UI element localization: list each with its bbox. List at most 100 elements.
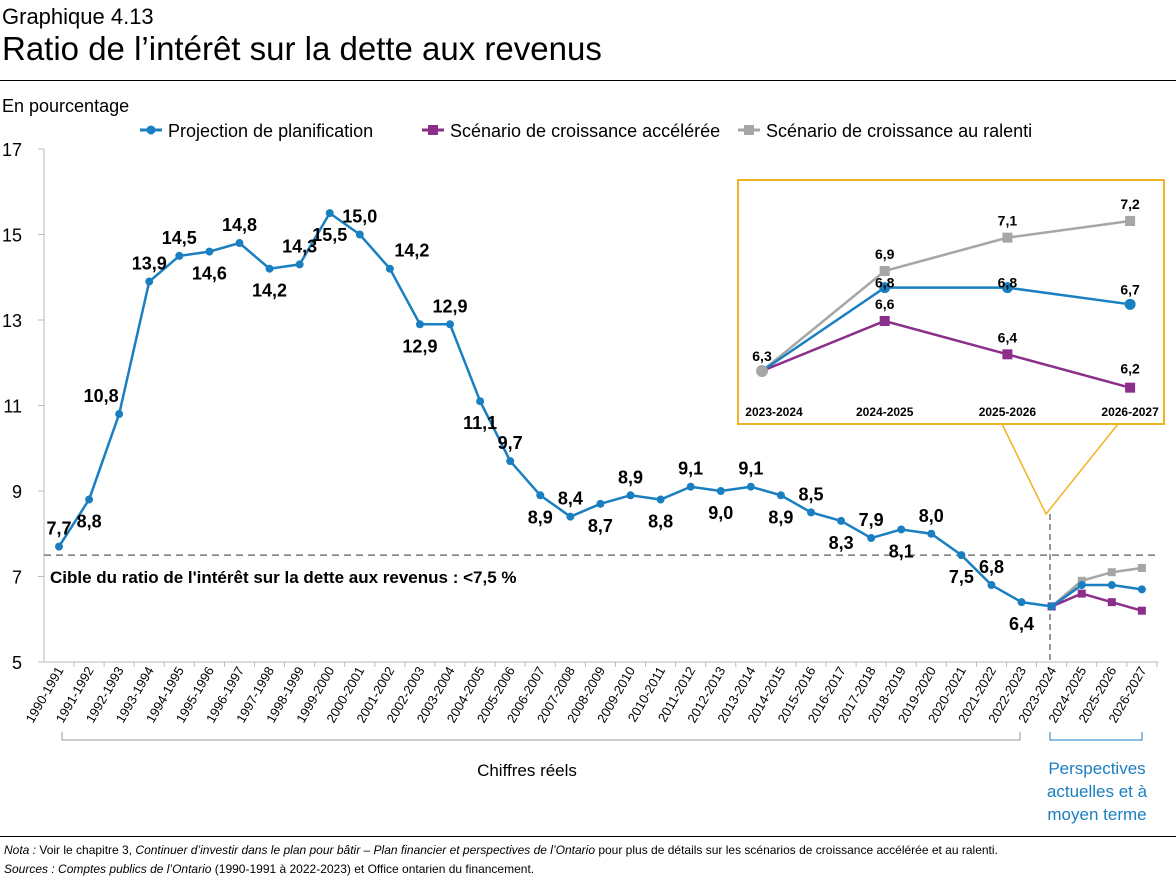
series-line	[1050, 566, 1143, 608]
data-point	[235, 239, 244, 248]
data-label: 14,6	[192, 264, 227, 284]
inset-data-label: 7,2	[1120, 196, 1140, 212]
data-point	[1107, 581, 1116, 590]
legend-marker	[744, 125, 754, 135]
data-point	[265, 264, 274, 273]
data-label: 8,1	[889, 541, 914, 561]
y-axis-label: En pourcentage	[2, 96, 129, 116]
inset-data-label: 6,8	[875, 275, 895, 291]
data-label: 14,2	[394, 241, 429, 261]
data-label: 9,1	[738, 459, 763, 479]
data-label: 12,9	[402, 336, 437, 356]
inset-x-label: 2026-2027	[1101, 405, 1159, 419]
inset-data-label: 6,4	[998, 329, 1018, 345]
inset-x-label: 2024-2025	[856, 405, 914, 419]
legend-marker	[146, 125, 156, 135]
data-point	[927, 529, 936, 538]
data-label: 15,5	[312, 225, 347, 245]
data-point	[1077, 576, 1086, 585]
data-point	[1137, 563, 1146, 572]
target-label: Cible du ratio de l'intérêt sur la dette…	[50, 568, 517, 587]
data-label: 8,9	[528, 507, 553, 527]
inset-data-label: 6,8	[998, 275, 1018, 291]
legend-label: Projection de planification	[168, 121, 373, 141]
data-label: 7,5	[949, 567, 974, 587]
data-point	[85, 495, 94, 504]
data-label: 8,7	[588, 516, 613, 536]
data-label: 6,4	[1009, 614, 1034, 634]
inset-data-label: 6,9	[875, 246, 895, 262]
outlook-bracket	[1049, 732, 1143, 741]
data-label: 9,7	[498, 433, 523, 453]
data-point	[205, 247, 214, 256]
inset-frame	[737, 179, 1165, 425]
data-label: 8,9	[768, 507, 793, 527]
chart-title: Ratio de l’intérêt sur la dette aux reve…	[2, 30, 602, 67]
inset-data-label: 7,1	[998, 213, 1018, 229]
legend-label: Scénario de croissance au ralenti	[766, 121, 1032, 141]
data-label: 11,1	[463, 413, 497, 433]
inset-data-label: 6,6	[875, 296, 895, 312]
inset-data-point	[1125, 382, 1136, 393]
data-label: 8,3	[829, 533, 854, 553]
data-label: 14,3	[282, 236, 317, 256]
data-point	[957, 551, 966, 560]
data-label: 7,9	[859, 510, 884, 530]
data-point	[55, 542, 63, 551]
data-point	[987, 581, 996, 590]
legend-marker	[428, 125, 438, 135]
outlook-label: actuelles et à	[1047, 782, 1148, 801]
y-tick-label: 17	[2, 140, 22, 160]
data-point	[776, 491, 785, 500]
chart-number: Graphique 4.13	[2, 4, 154, 29]
data-point	[566, 512, 575, 521]
inset-data-point	[1002, 349, 1013, 360]
inset-data-point	[1002, 232, 1013, 243]
inset-series-line	[761, 219, 1131, 372]
data-point	[506, 457, 515, 466]
data-point	[1077, 581, 1086, 590]
data-point	[175, 251, 184, 260]
y-tick-label: 7	[12, 568, 22, 588]
data-label: 14,5	[162, 228, 197, 248]
data-label: 14,2	[252, 281, 287, 301]
data-point	[385, 264, 394, 273]
actual-bracket	[61, 732, 1021, 741]
data-point	[867, 534, 876, 543]
inset-data-label: 6,3	[752, 348, 772, 364]
inset-data-label: 6,2	[1120, 361, 1140, 377]
data-point	[415, 320, 424, 329]
data-point	[746, 482, 755, 491]
inset-data-point	[879, 265, 890, 276]
data-label: 8,0	[919, 506, 944, 526]
footer-divider	[0, 836, 1176, 837]
inset-x-label: 2023-2024	[745, 405, 803, 419]
inset-data-point	[879, 315, 890, 326]
data-point	[295, 260, 304, 269]
y-tick-label: 13	[2, 311, 22, 331]
y-tick-label: 11	[3, 397, 22, 417]
legend-label: Scénario de croissance accélérée	[450, 121, 720, 141]
footnote: Nota : Voir le chapitre 3, Continuer d’i…	[4, 843, 998, 857]
data-label: 14,8	[222, 215, 257, 235]
inset-connector	[1001, 423, 1119, 516]
data-label: 8,8	[77, 512, 102, 532]
data-point	[656, 495, 665, 504]
data-point	[145, 277, 154, 286]
actual-label: Chiffres réels	[477, 761, 577, 780]
data-label: 8,8	[648, 512, 673, 532]
y-tick-label: 9	[12, 482, 22, 502]
data-label: 10,8	[84, 386, 119, 406]
data-point	[1047, 602, 1056, 611]
data-point	[115, 410, 124, 419]
data-point	[837, 516, 846, 525]
inset-series-line	[761, 286, 1131, 373]
data-point	[1137, 606, 1146, 615]
data-label: 8,5	[798, 484, 823, 504]
data-point	[536, 491, 545, 500]
data-label: 6,8	[979, 557, 1004, 577]
data-point	[355, 230, 364, 239]
inset-data-label: 6,7	[1120, 281, 1140, 297]
data-label: 15,0	[342, 207, 377, 227]
